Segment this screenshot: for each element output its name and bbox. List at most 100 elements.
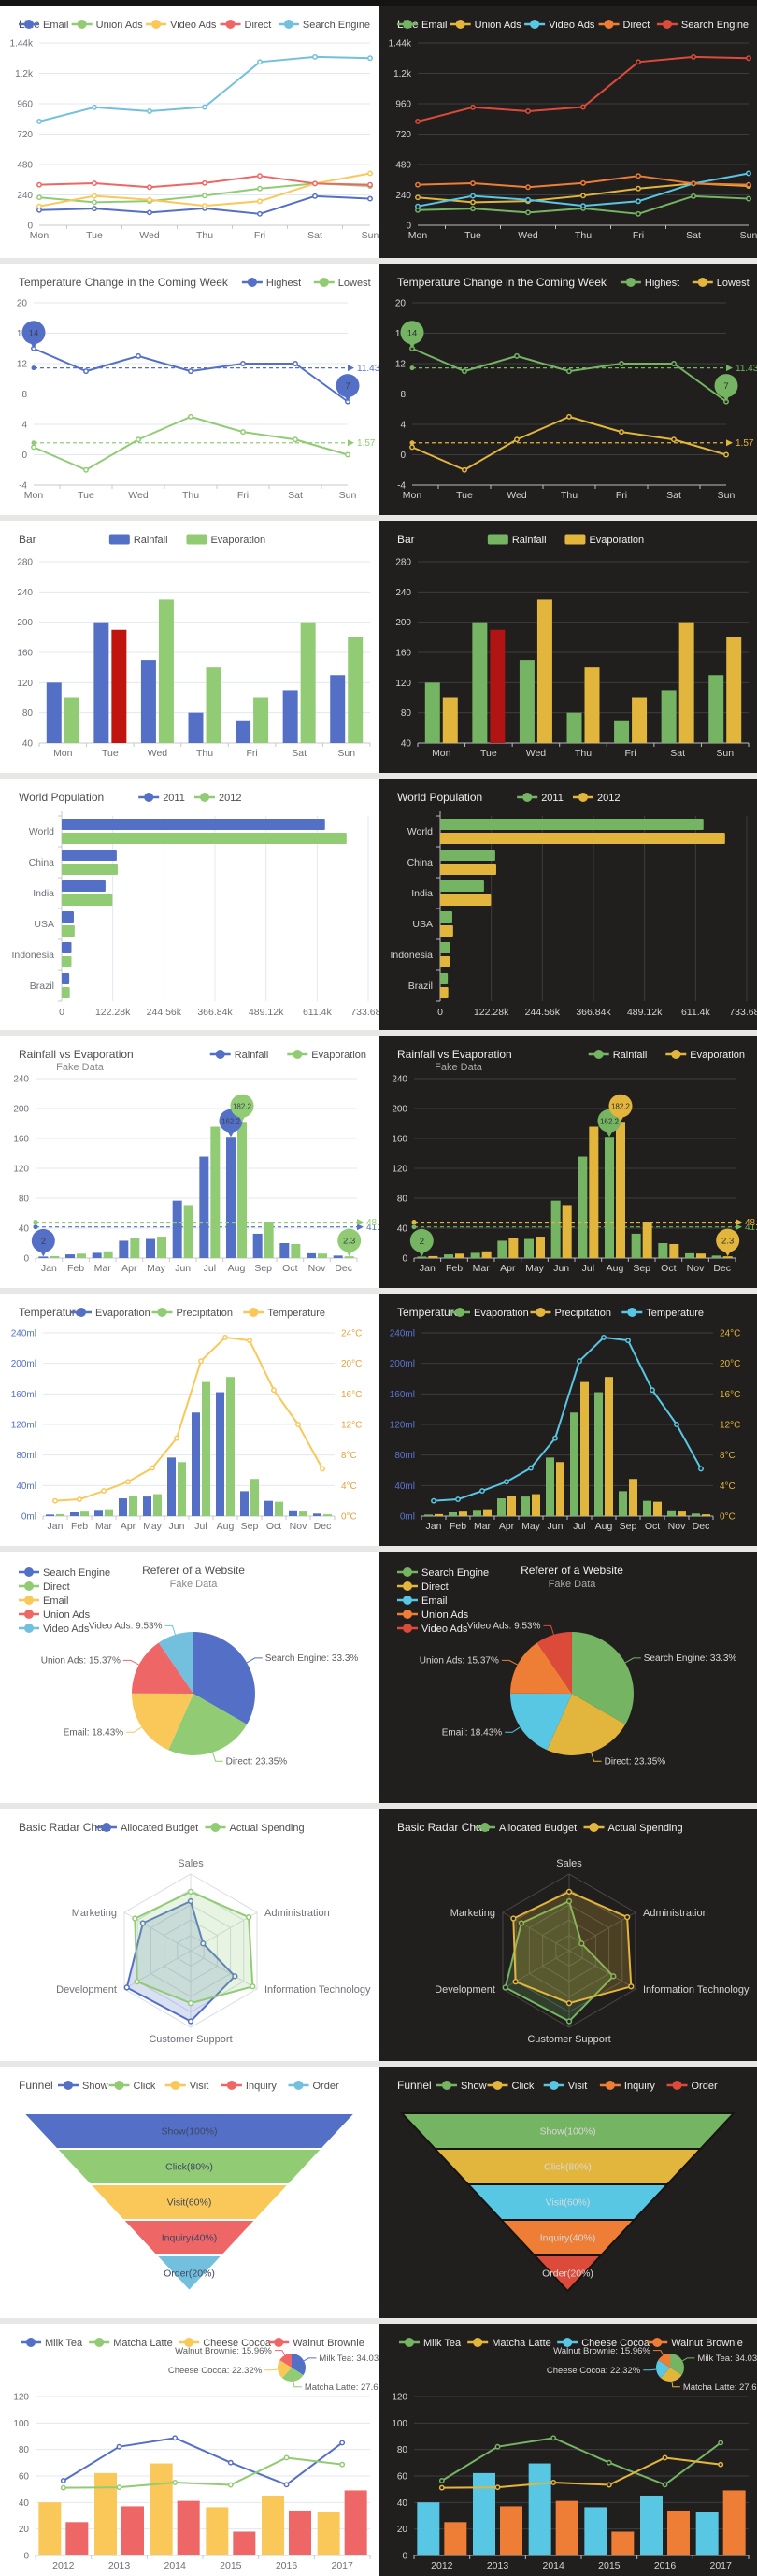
- bar[interactable]: [669, 1244, 679, 1259]
- legend-item[interactable]: Rainfall: [588, 1050, 648, 1061]
- chart-card-world-population-light[interactable]: 0 122.28k 244.56k 366.84k 489.12k 611.4k 733.6…: [0, 778, 378, 1031]
- chart-canvas-pie-referer-light[interactable]: Search Engine: 33.3% Direct: 23.35% Email:…: [0, 1552, 378, 1804]
- mark-point[interactable]: 14: [21, 320, 46, 349]
- bar[interactable]: [440, 863, 496, 875]
- legend-item[interactable]: Walnut Brownie: [268, 2338, 364, 2349]
- data-point[interactable]: [462, 367, 467, 374]
- legend-item[interactable]: Rainfall: [487, 534, 547, 546]
- legend-item[interactable]: 2011: [517, 793, 564, 804]
- data-point[interactable]: [470, 199, 476, 206]
- legend-item[interactable]: Temperature: [621, 1308, 704, 1319]
- bar[interactable]: [226, 1137, 236, 1259]
- legend-item[interactable]: Show: [58, 2081, 108, 2092]
- bar[interactable]: [417, 2502, 440, 2556]
- bar[interactable]: [77, 1253, 86, 1259]
- bar[interactable]: [264, 1222, 274, 1259]
- bar[interactable]: [330, 675, 346, 744]
- bar[interactable]: [455, 1253, 464, 1259]
- data-point[interactable]: [283, 2482, 290, 2488]
- bar[interactable]: [62, 832, 347, 844]
- bar[interactable]: [65, 1254, 75, 1259]
- bar[interactable]: [210, 1126, 221, 1259]
- bar[interactable]: [424, 682, 440, 744]
- bar[interactable]: [711, 1255, 721, 1259]
- bar[interactable]: [167, 1457, 176, 1516]
- legend-item[interactable]: Allocated Budget: [475, 1823, 577, 1834]
- legend-item[interactable]: Matcha Latte: [89, 2338, 173, 2349]
- bar[interactable]: [62, 972, 70, 984]
- data-point[interactable]: [723, 451, 729, 458]
- pie-slice[interactable]: [510, 1642, 572, 1694]
- legend-item[interactable]: Rainfall: [209, 1050, 269, 1061]
- bar[interactable]: [50, 1256, 60, 1259]
- mark-point[interactable]: 2: [31, 1229, 55, 1257]
- bar[interactable]: [226, 1377, 235, 1516]
- bar[interactable]: [344, 2490, 367, 2556]
- bar[interactable]: [490, 629, 506, 744]
- bar[interactable]: [333, 1255, 343, 1259]
- data-point[interactable]: [409, 444, 415, 450]
- data-point[interactable]: [746, 170, 751, 177]
- data-point[interactable]: [619, 428, 624, 435]
- bar[interactable]: [459, 1511, 467, 1516]
- pie-slice[interactable]: [547, 1693, 626, 1755]
- data-point[interactable]: [552, 1435, 558, 1441]
- chart-card-mix-line-bar-dark[interactable]: 0 20 40 60 80 100 120 2012 2013 2014 2015 2016 2017 M…: [378, 2324, 757, 2576]
- data-point[interactable]: [227, 2460, 234, 2466]
- pie-slice[interactable]: [193, 1631, 255, 1724]
- legend-item[interactable]: Email: [397, 1595, 448, 1606]
- data-point[interactable]: [636, 185, 641, 192]
- radar-series[interactable]: [512, 1891, 633, 2005]
- mark-point[interactable]: 2.3: [337, 1229, 362, 1257]
- legend-item[interactable]: Precipitation: [151, 1308, 233, 1319]
- series-line[interactable]: [417, 182, 750, 204]
- bar[interactable]: [444, 2522, 467, 2556]
- data-point[interactable]: [247, 1338, 252, 1344]
- series-line[interactable]: [433, 1336, 702, 1502]
- data-point[interactable]: [438, 2478, 445, 2484]
- data-point[interactable]: [52, 1497, 58, 1504]
- bar[interactable]: [702, 1514, 710, 1516]
- bar[interactable]: [92, 1252, 102, 1259]
- bar[interactable]: [584, 2507, 607, 2556]
- bar[interactable]: [157, 1237, 166, 1259]
- data-point[interactable]: [606, 2460, 612, 2466]
- legend-item[interactable]: Matcha Latte: [467, 2338, 551, 2349]
- bar[interactable]: [521, 1496, 530, 1516]
- bar[interactable]: [62, 955, 72, 967]
- legend-item[interactable]: Video Ads: [397, 1623, 468, 1634]
- bar[interactable]: [250, 1479, 259, 1516]
- chart-card-temperature-week-light[interactable]: -4 0 4 8 12 16 20 Mon Tue Wed Thu Fri Sat Sun 11.43 14 7…: [0, 263, 378, 516]
- bar[interactable]: [546, 1457, 554, 1516]
- bar[interactable]: [556, 1462, 564, 1516]
- data-point[interactable]: [367, 170, 373, 177]
- legend-item[interactable]: Direct: [220, 20, 272, 31]
- bar[interactable]: [440, 849, 495, 861]
- bar[interactable]: [440, 832, 725, 844]
- data-point[interactable]: [431, 1497, 436, 1504]
- legend-item[interactable]: Click: [487, 2081, 535, 2092]
- bar[interactable]: [678, 1511, 686, 1516]
- data-point[interactable]: [312, 193, 318, 199]
- bar[interactable]: [103, 1252, 113, 1259]
- bar[interactable]: [589, 1126, 599, 1259]
- data-point[interactable]: [339, 2462, 346, 2468]
- data-point[interactable]: [101, 1488, 107, 1494]
- bar[interactable]: [442, 697, 458, 744]
- data-point[interactable]: [257, 173, 263, 179]
- bar[interactable]: [497, 1240, 507, 1259]
- bar[interactable]: [550, 1201, 561, 1259]
- legend-item[interactable]: Email: [19, 20, 69, 31]
- pie-slice[interactable]: [655, 2360, 670, 2379]
- bar[interactable]: [240, 1491, 249, 1516]
- legend-item[interactable]: Temperature: [243, 1308, 325, 1319]
- chart-card-multi-axis-dark[interactable]: 0ml 40ml 80ml 120ml 160ml 200ml 240ml 0°C 4°C 8°C…: [378, 1293, 757, 1546]
- data-point[interactable]: [691, 193, 696, 199]
- data-point[interactable]: [625, 1338, 631, 1344]
- bar[interactable]: [206, 667, 221, 744]
- data-point[interactable]: [147, 209, 152, 216]
- bar[interactable]: [275, 1501, 283, 1516]
- data-point[interactable]: [470, 180, 476, 186]
- bar[interactable]: [282, 690, 298, 744]
